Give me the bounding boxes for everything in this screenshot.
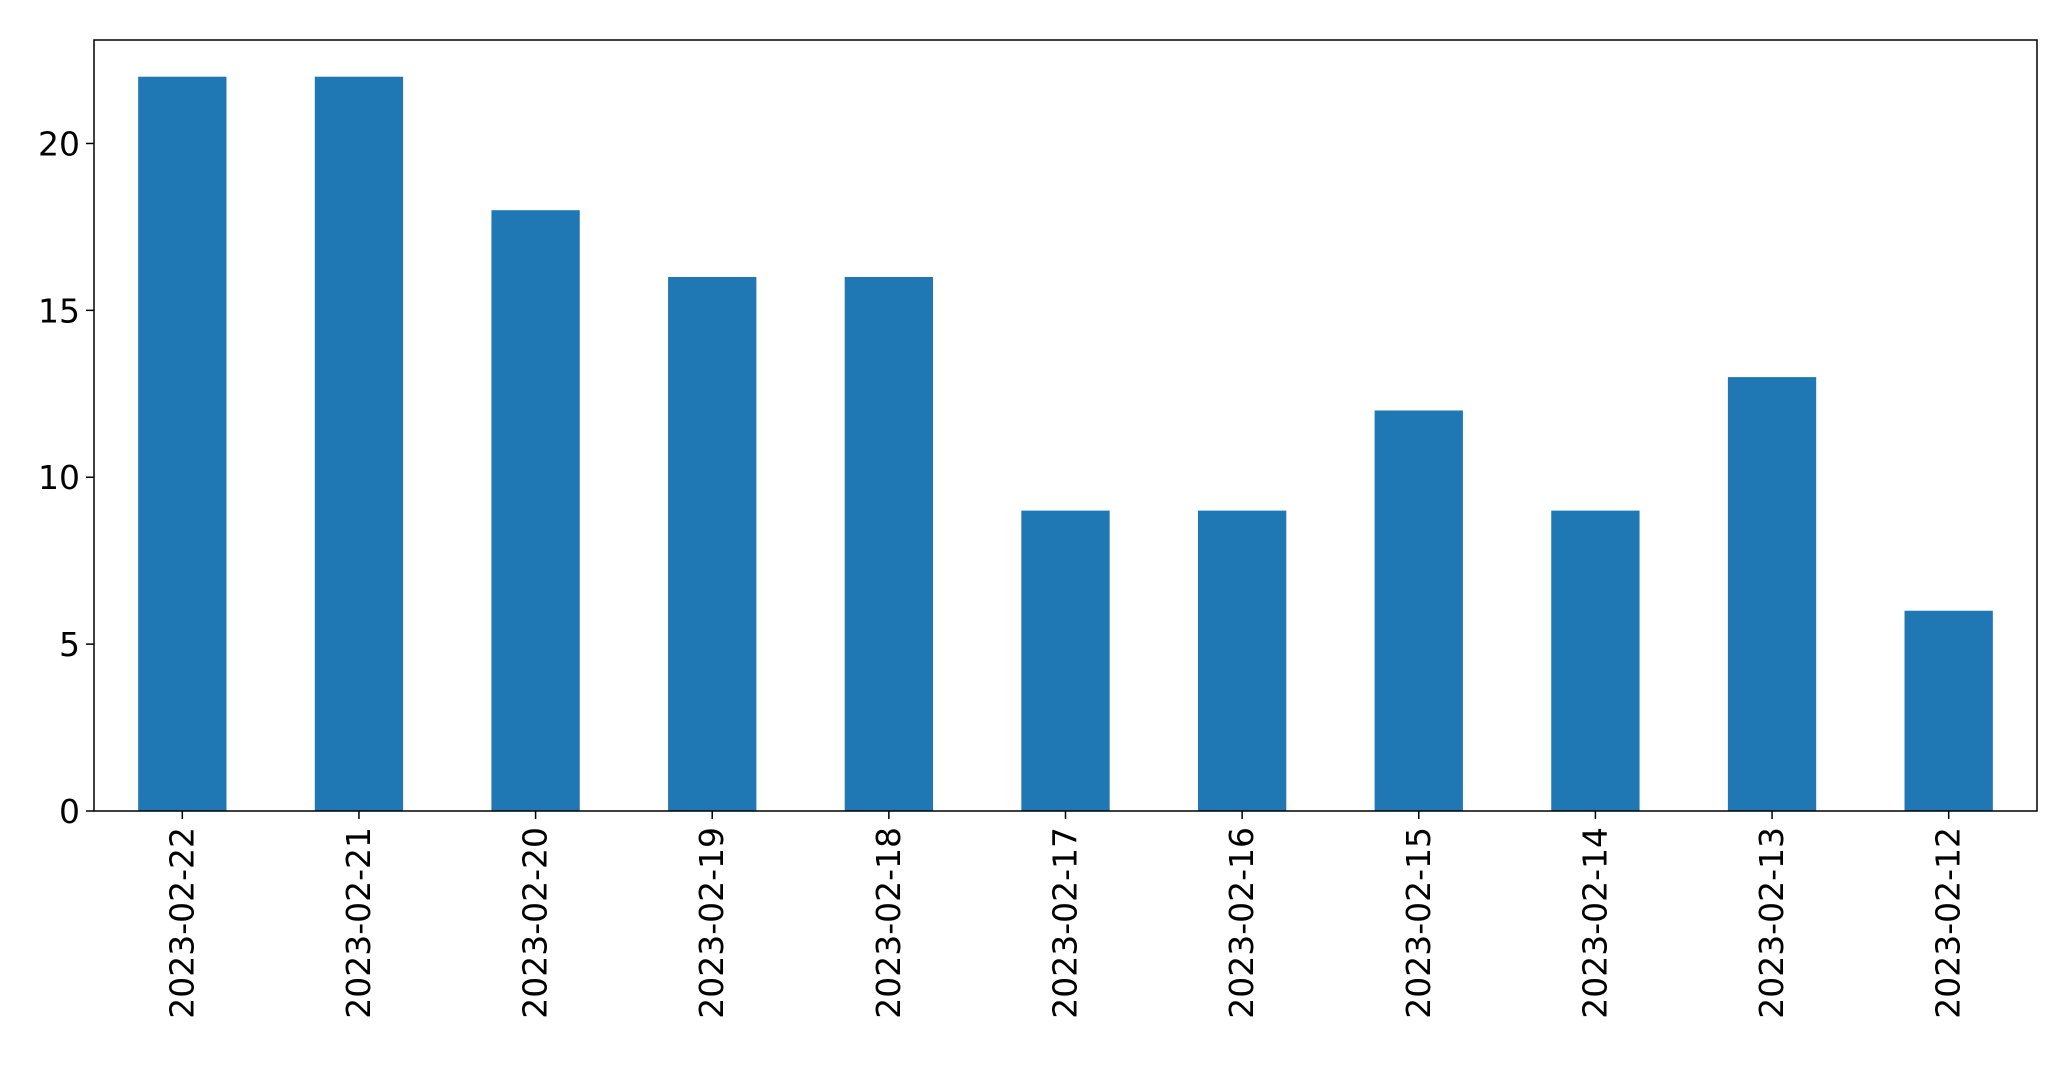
bar-2023-02-17: [1021, 510, 1110, 811]
x-tick-label: 2023-02-14: [1575, 827, 1614, 1019]
x-tick-label: 2023-02-16: [1222, 827, 1261, 1019]
x-tick-label: 2023-02-15: [1399, 827, 1438, 1019]
y-axis: 0 5 10 15 20: [38, 124, 94, 831]
y-tick-label: 20: [38, 124, 80, 163]
y-tick-label: 0: [59, 792, 80, 831]
bar-2023-02-20: [491, 210, 580, 812]
bar-2023-02-13: [1727, 377, 1817, 811]
bar-2023-02-12: [1904, 610, 1993, 811]
bar-2023-02-22: [138, 76, 227, 811]
bar-2023-02-18: [844, 276, 934, 812]
bar-2023-02-16: [1197, 510, 1287, 811]
y-tick-label: 15: [38, 291, 80, 330]
y-tick-label: 10: [38, 458, 80, 497]
x-tick-label: 2023-02-20: [516, 827, 555, 1019]
x-axis: 2023-02-22 2023-02-21 2023-02-20 2023-02-19…: [162, 811, 1968, 1019]
bar-2023-02-15: [1374, 410, 1463, 811]
x-tick-label: 2023-02-17: [1046, 827, 1085, 1019]
bar-2023-02-14: [1551, 510, 1640, 811]
x-tick-label: 2023-02-12: [1929, 827, 1968, 1019]
x-tick-label: 2023-02-13: [1752, 827, 1791, 1019]
bar-2023-02-19: [668, 276, 757, 812]
y-tick-label: 5: [59, 625, 80, 664]
bar-2023-02-21: [314, 76, 404, 811]
x-tick-label: 2023-02-22: [162, 827, 201, 1019]
plot-frame: [93, 39, 2038, 812]
x-tick-label: 2023-02-19: [692, 827, 731, 1019]
x-tick-label: 2023-02-21: [339, 827, 378, 1019]
bars-layer: [138, 76, 1993, 812]
x-tick-label: 2023-02-18: [869, 827, 908, 1019]
